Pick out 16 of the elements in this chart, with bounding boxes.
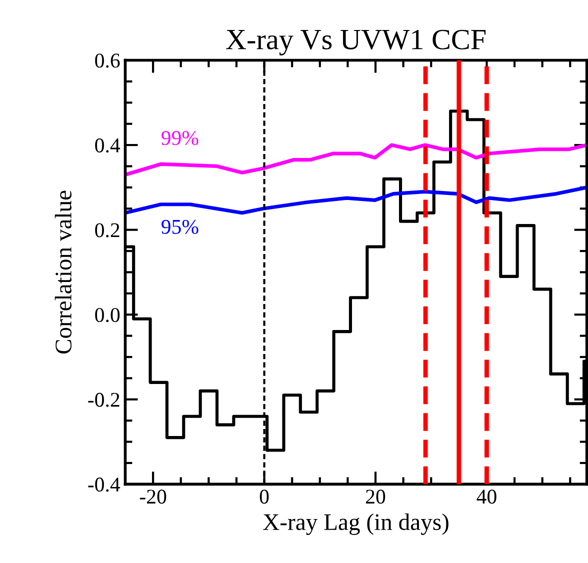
y-tick-label: 0.6: [95, 54, 120, 68]
series-label: 99%: [162, 130, 198, 146]
x-tick-label: 20: [366, 490, 386, 504]
x-tick-label: 40: [476, 490, 496, 504]
chart-title: X-ray Vs UVW1 CCF: [226, 30, 486, 56]
y-tick-label: 0.0: [95, 308, 120, 322]
y-tick-label: -0.2: [88, 392, 120, 407]
y-tick-label: 0.2: [95, 223, 120, 238]
line-series: [125, 186, 587, 215]
x-tick-label: 0: [260, 490, 269, 504]
x-tick-label: -20: [140, 490, 166, 504]
y-tick-label: 0.4: [95, 138, 120, 153]
y-tick-label: -0.4: [88, 478, 120, 492]
x-axis-title: X-ray Lag (in days): [263, 513, 448, 535]
y-axis-title: Correlation value: [54, 190, 72, 354]
series-label: 95%: [162, 220, 198, 234]
